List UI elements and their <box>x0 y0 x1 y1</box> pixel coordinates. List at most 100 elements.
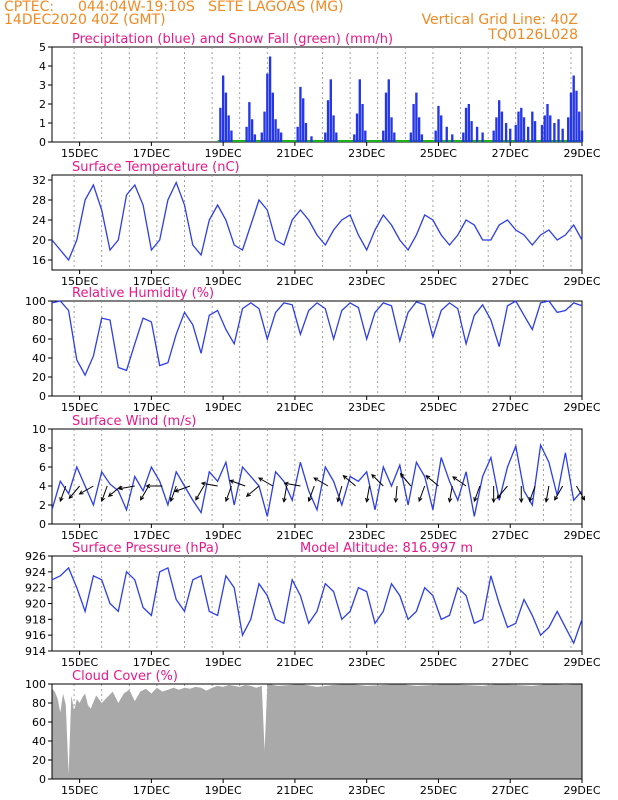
precip-bar <box>540 124 544 142</box>
wind-arrow-head <box>173 488 180 493</box>
x-tick-label: 27DEC <box>492 784 529 797</box>
panel-3: 0 2 4 6 8 10 15DEC 17DEC 19DEC 21DEC 23DEC 25DEC 27D… <box>32 414 601 542</box>
x-tick-label: 23DEC <box>348 656 385 669</box>
precip-bar <box>221 75 225 142</box>
wind-arrow-head <box>371 473 376 479</box>
wind-arrow-head <box>491 498 496 504</box>
x-tick-label: 19DEC <box>205 656 242 669</box>
x-tick-label: 19DEC <box>205 147 242 160</box>
x-tick-label: 15DEC <box>61 529 98 542</box>
panel-title: Relative Humidity (%) <box>72 286 214 301</box>
y-tick-label: 80 <box>32 314 46 327</box>
precip-bar <box>263 111 266 142</box>
precip-bar <box>572 75 575 142</box>
wind-arrow-head <box>342 475 348 480</box>
panel-title: Surface Pressure (hPa) <box>72 541 219 556</box>
wind-arrow-head <box>544 497 549 503</box>
precip-bar <box>481 132 484 142</box>
precip-bar <box>358 79 361 142</box>
x-tick-label: 15DEC <box>61 656 98 669</box>
precip-bar <box>492 130 495 142</box>
wind-arrow-head <box>447 497 453 503</box>
precip-bar <box>355 113 359 142</box>
y-tick-label: 8 <box>39 442 46 455</box>
x-tick-label: 21DEC <box>276 401 313 414</box>
header-location: 044:04W-19:10S SETE LAGOAS (MG) <box>78 0 344 15</box>
precip-bar <box>440 115 443 142</box>
x-tick-label: 17DEC <box>133 529 170 542</box>
x-tick-label: 25DEC <box>420 784 457 797</box>
wind-arrow-head <box>68 494 74 500</box>
wind-arrow <box>529 485 536 502</box>
precip-bar <box>495 117 498 142</box>
precip-bar <box>324 132 327 142</box>
panel-0: 0 1 2 3 4 5 15DEC 17DEC 19DEC 21DEC 23DEC 25DEC 27DE… <box>39 32 601 160</box>
wind-arrow-head <box>554 495 559 501</box>
header-run: 14DEC2020 40Z (GMT) <box>4 12 166 28</box>
precip-bar <box>248 102 251 142</box>
precip-bar <box>268 56 272 142</box>
panel-4: 914 916 918 920 922 924 926 15DEC 17DEC 19DEC 21DE… <box>25 541 601 669</box>
precip-bar <box>451 134 454 142</box>
x-tick-label: 27DEC <box>492 275 529 288</box>
precip-bar <box>253 134 257 142</box>
x-tick-label: 15DEC <box>61 401 98 414</box>
panel-frame <box>51 428 583 525</box>
precip-bar <box>580 130 584 142</box>
y-tick-label: 40 <box>32 735 46 748</box>
precip-bar <box>561 128 564 142</box>
wind-arrow <box>554 485 564 501</box>
wind-arrow <box>545 485 550 502</box>
precip-bar <box>299 86 302 142</box>
wind-arrow-head <box>200 481 206 487</box>
precip-bar <box>245 126 248 142</box>
precip-bar <box>271 92 275 142</box>
model-altitude: Model Altitude: 816.997 m <box>300 541 473 556</box>
wind-arrow-head <box>59 497 64 503</box>
precip-bar <box>364 130 367 142</box>
precip-bar <box>546 104 549 142</box>
wind-arrow-head <box>78 490 84 495</box>
wind-arrow <box>258 477 274 487</box>
x-tick-label: 29DEC <box>563 656 600 669</box>
y-tick-label: 920 <box>25 598 46 611</box>
wind-arrow-head <box>473 497 478 503</box>
precip-bar <box>462 132 465 142</box>
precip-bar <box>393 132 396 142</box>
precip-bar <box>332 115 335 142</box>
wind-arrow <box>452 476 467 487</box>
wind-arrow-head <box>117 485 124 491</box>
y-tick-label: 60 <box>32 333 46 346</box>
precip-bar <box>517 111 520 142</box>
wind-arrow-head <box>224 497 230 503</box>
wind-arrow <box>118 485 135 490</box>
wind-arrow <box>174 485 191 492</box>
panel-2: 0 20 40 60 80 100 15DEC 17DEC 19DEC 21DEC 23DEC 25D… <box>25 286 601 414</box>
wind-arrow <box>371 474 384 487</box>
precip-bar <box>420 134 424 142</box>
series-line <box>51 180 583 262</box>
panel-frame <box>51 300 583 397</box>
x-tick-label: 29DEC <box>563 529 600 542</box>
x-tick-label: 21DEC <box>276 784 313 797</box>
x-tick-label: 25DEC <box>420 401 457 414</box>
wind-arrow <box>283 485 288 502</box>
precip-bar <box>382 130 385 142</box>
precip-bar <box>390 117 393 142</box>
y-tick-label: 0 <box>39 136 46 149</box>
wind-arrow <box>108 485 122 497</box>
precip-bar <box>553 123 556 142</box>
y-tick-label: 916 <box>25 629 46 642</box>
series-line <box>51 566 583 645</box>
x-tick-label: 17DEC <box>133 275 170 288</box>
header-source: CPTEC: <box>4 0 55 15</box>
precip-bar <box>557 119 560 142</box>
x-tick-label: 15DEC <box>61 147 98 160</box>
precip-bar <box>310 136 313 142</box>
panel-title: Surface Wind (m/s) <box>72 414 196 429</box>
precip-bar <box>260 132 263 142</box>
wind-arrow <box>101 485 108 502</box>
panel-title: Surface Temperature (nC) <box>72 160 240 175</box>
y-tick-label: 28 <box>32 194 46 207</box>
x-tick-label: 21DEC <box>276 529 313 542</box>
